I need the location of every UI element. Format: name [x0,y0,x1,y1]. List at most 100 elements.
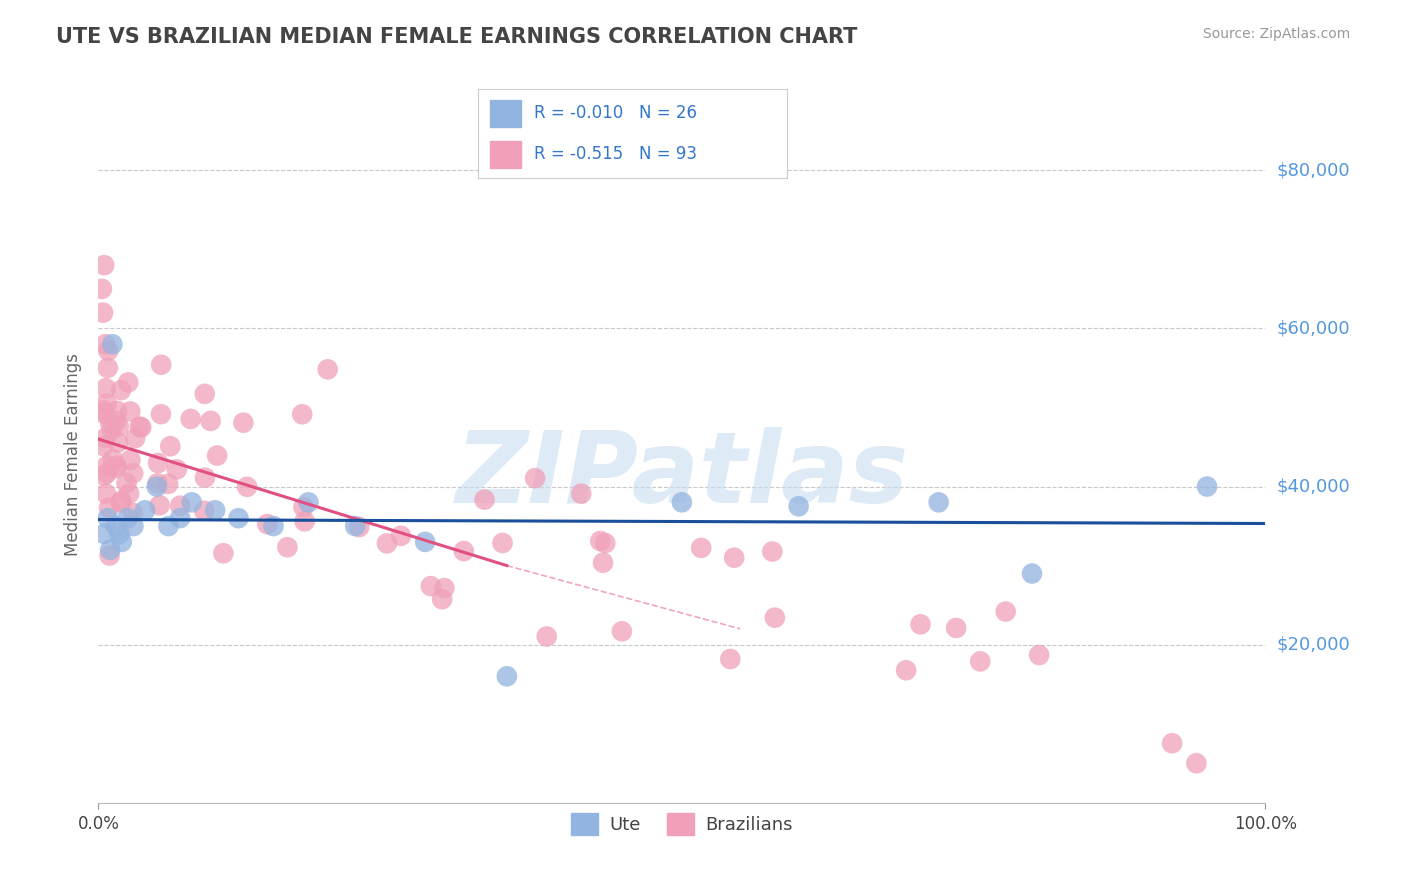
Point [204,503,226,517]
Point [131,420,153,434]
Point [894,663,917,677]
Text: ZIPatlas: ZIPatlas [456,427,908,524]
Point [91,305,114,319]
Point [945,621,967,635]
Point [592,556,614,570]
Point [159,439,181,453]
Point [107,435,129,450]
Point [108,419,131,434]
Text: Source: ZipAtlas.com: Source: ZipAtlas.com [1202,27,1350,41]
Point [228,511,250,525]
Point [94,381,117,395]
Point [194,387,217,401]
Point [128,419,150,434]
Point [115,476,138,491]
Point [1195,479,1218,493]
Point [105,458,128,473]
Point [111,534,134,549]
Point [389,529,412,543]
Point [157,476,180,491]
Point [491,536,513,550]
Point [94,486,117,500]
Point [100,422,122,436]
Point [122,519,145,533]
Point [97,361,120,376]
Point [157,519,180,533]
Point [117,511,139,525]
Point [117,376,139,390]
Point [93,527,115,541]
Point [150,358,173,372]
Point [120,404,142,418]
Point [134,503,156,517]
Point [169,511,191,525]
Point [232,416,254,430]
Point [276,540,298,554]
Point [169,499,191,513]
Point [93,258,115,272]
Point [690,541,713,555]
Point [474,492,496,507]
Point [101,452,124,467]
Point [1021,566,1043,581]
Point [108,527,131,541]
Point [96,458,118,473]
Point [763,610,786,624]
Point [524,471,547,485]
Point [910,617,932,632]
Point [146,479,169,493]
Point [93,468,115,483]
Point [124,431,146,445]
Point [105,414,128,428]
Point [419,579,441,593]
Point [928,495,950,509]
Point [122,467,145,481]
Point [610,624,633,639]
Point [316,362,339,376]
Point [344,519,367,533]
Point [1161,736,1184,750]
Point [200,414,222,428]
Point [93,403,115,417]
Point [104,519,127,533]
Point [94,431,117,445]
Point [93,407,115,421]
Point [262,519,284,533]
Text: $20,000: $20,000 [1277,636,1350,654]
Point [969,654,991,668]
Point [761,544,783,558]
Y-axis label: Median Female Earnings: Median Female Earnings [65,353,83,557]
Text: $60,000: $60,000 [1277,319,1350,337]
Text: R = -0.515   N = 93: R = -0.515 N = 93 [534,145,697,163]
Point [180,412,202,426]
Bar [491,141,522,168]
Text: UTE VS BRAZILIAN MEDIAN FEMALE EARNINGS CORRELATION CHART: UTE VS BRAZILIAN MEDIAN FEMALE EARNINGS … [56,27,858,46]
Point [96,466,118,480]
Bar [491,100,522,127]
Point [100,417,122,432]
Point [569,486,592,500]
Point [146,456,169,470]
Point [90,282,112,296]
Point [292,500,315,515]
Point [349,520,371,534]
Point [375,536,398,550]
Point [166,462,188,476]
Point [146,476,169,491]
Point [110,495,132,509]
Point [104,461,127,475]
Point [1028,648,1050,662]
Text: $40,000: $40,000 [1277,477,1350,496]
Point [291,407,314,421]
Point [96,396,118,410]
Point [98,549,121,563]
Text: R = -0.010   N = 26: R = -0.010 N = 26 [534,104,697,122]
Point [122,506,145,520]
Point [105,404,128,418]
Point [496,669,519,683]
Point [294,514,316,528]
Point [536,629,558,643]
Point [180,495,202,509]
Point [118,486,141,500]
Point [413,534,436,549]
